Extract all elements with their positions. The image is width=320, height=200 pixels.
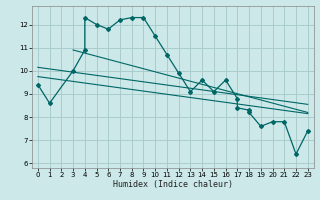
X-axis label: Humidex (Indice chaleur): Humidex (Indice chaleur) <box>113 180 233 189</box>
